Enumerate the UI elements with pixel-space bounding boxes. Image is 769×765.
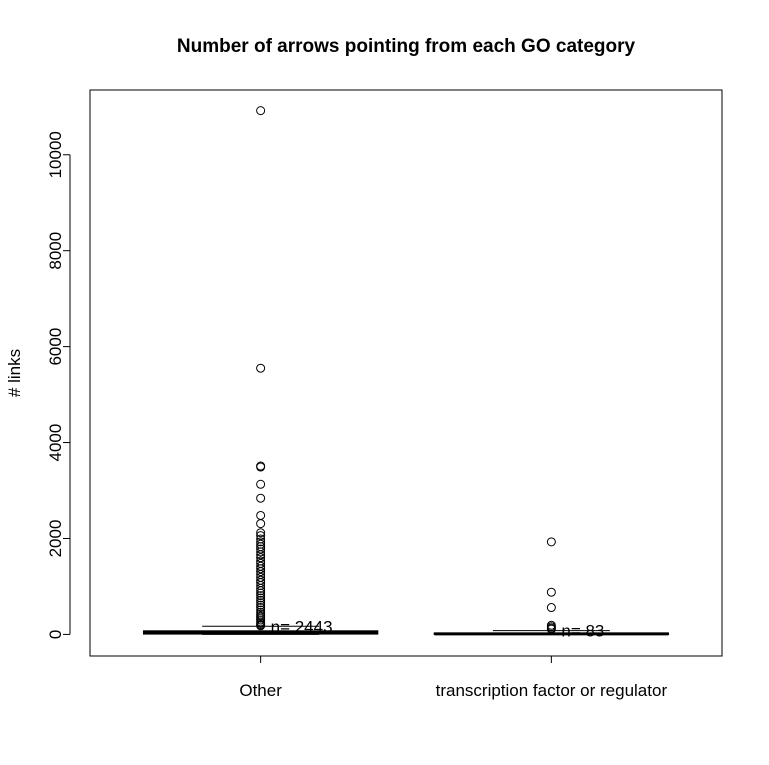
box-group: n= 2443 n= 83 <box>142 106 670 641</box>
chart-title: Number of arrows pointing from each GO c… <box>177 36 636 57</box>
outlier-point <box>256 564 266 574</box>
outlier-point <box>546 587 556 597</box>
outlier-point <box>256 544 266 554</box>
outlier-point <box>256 583 266 593</box>
outlier-point <box>256 621 266 631</box>
x-tick-label: transcription factor or regulator <box>436 681 668 700</box>
outlier-point <box>256 603 266 613</box>
outlier-point <box>256 363 266 373</box>
outlier-point <box>256 462 266 472</box>
outlier-point <box>256 598 266 608</box>
outlier-point <box>546 624 556 634</box>
outlier-point <box>256 600 266 610</box>
y-tick-label: 2000 <box>46 520 65 558</box>
plot-frame <box>89 89 723 657</box>
y-tick-label: 4000 <box>46 424 65 462</box>
outlier-point <box>256 528 266 538</box>
x-axis: Other transcription factor or regulator <box>239 656 667 700</box>
outlier-point <box>256 593 266 603</box>
outlier-point <box>256 567 266 577</box>
outlier-point <box>256 479 266 489</box>
outlier-point <box>546 603 556 613</box>
y-axis: 0 2000 4000 6000 8000 10000 <box>46 131 71 639</box>
n-count-label: n= 2443 <box>271 617 333 636</box>
outlier-point <box>256 519 266 529</box>
outlier-point <box>256 553 266 563</box>
outlier-point <box>256 586 266 596</box>
outlier-point <box>256 595 266 605</box>
outlier-point <box>256 531 266 541</box>
outlier-point <box>256 547 266 557</box>
y-tick-label: 6000 <box>46 328 65 366</box>
outlier-point <box>256 588 266 598</box>
outlier-point <box>256 550 266 560</box>
outlier-point <box>256 537 266 547</box>
outlier-point <box>256 493 266 503</box>
y-tick-label: 0 <box>46 630 65 639</box>
y-axis-label: # links <box>5 349 24 397</box>
box-0: n= 2443 <box>142 106 379 636</box>
outlier-point <box>546 537 556 547</box>
outlier-point <box>256 106 266 116</box>
x-tick-label: Other <box>239 681 282 700</box>
outlier-point <box>256 591 266 601</box>
n-count-label: n= 83 <box>561 622 604 641</box>
outlier-point <box>256 510 266 520</box>
y-tick-label: 8000 <box>46 232 65 270</box>
y-tick-label: 10000 <box>46 131 65 178</box>
box-1: n= 83 <box>433 537 670 641</box>
